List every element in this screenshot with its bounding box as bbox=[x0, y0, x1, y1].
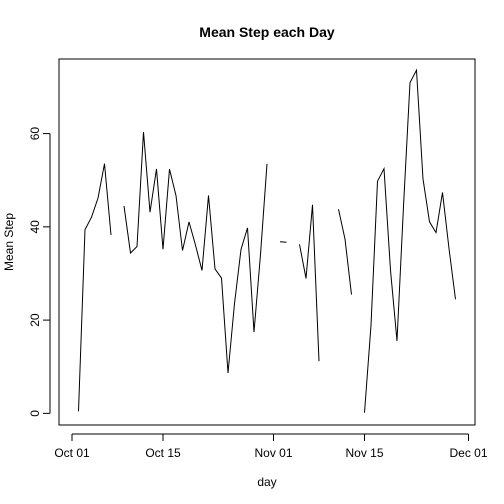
x-axis-label: day bbox=[257, 475, 276, 489]
series-layer bbox=[79, 70, 456, 413]
series-line-segment bbox=[79, 164, 112, 412]
x-tick-label: Oct 15 bbox=[145, 446, 181, 460]
y-axis-label: Mean Step bbox=[2, 213, 16, 271]
x-tick-label: Nov 01 bbox=[254, 446, 292, 460]
series-line-segment bbox=[124, 132, 267, 373]
x-axis: Oct 01 Oct 15 Nov 01 Nov 15 Dec 01 bbox=[54, 434, 488, 460]
chart-title: Mean Step each Day bbox=[199, 24, 335, 40]
y-tick-label: 40 bbox=[28, 220, 42, 234]
plot-frame bbox=[59, 59, 475, 425]
series-line-segment bbox=[280, 242, 287, 243]
x-tick-label: Nov 15 bbox=[345, 446, 383, 460]
y-tick-label: 20 bbox=[28, 313, 42, 327]
x-tick-label: Oct 01 bbox=[54, 446, 90, 460]
series-line-segment bbox=[339, 209, 352, 294]
series-line-segment bbox=[300, 205, 320, 361]
y-tick-label: 0 bbox=[28, 410, 42, 417]
y-tick-label: 60 bbox=[28, 127, 42, 141]
x-tick-label: Dec 01 bbox=[449, 446, 487, 460]
series-line-segment bbox=[365, 70, 456, 413]
y-axis: 0 20 40 60 bbox=[28, 127, 50, 417]
